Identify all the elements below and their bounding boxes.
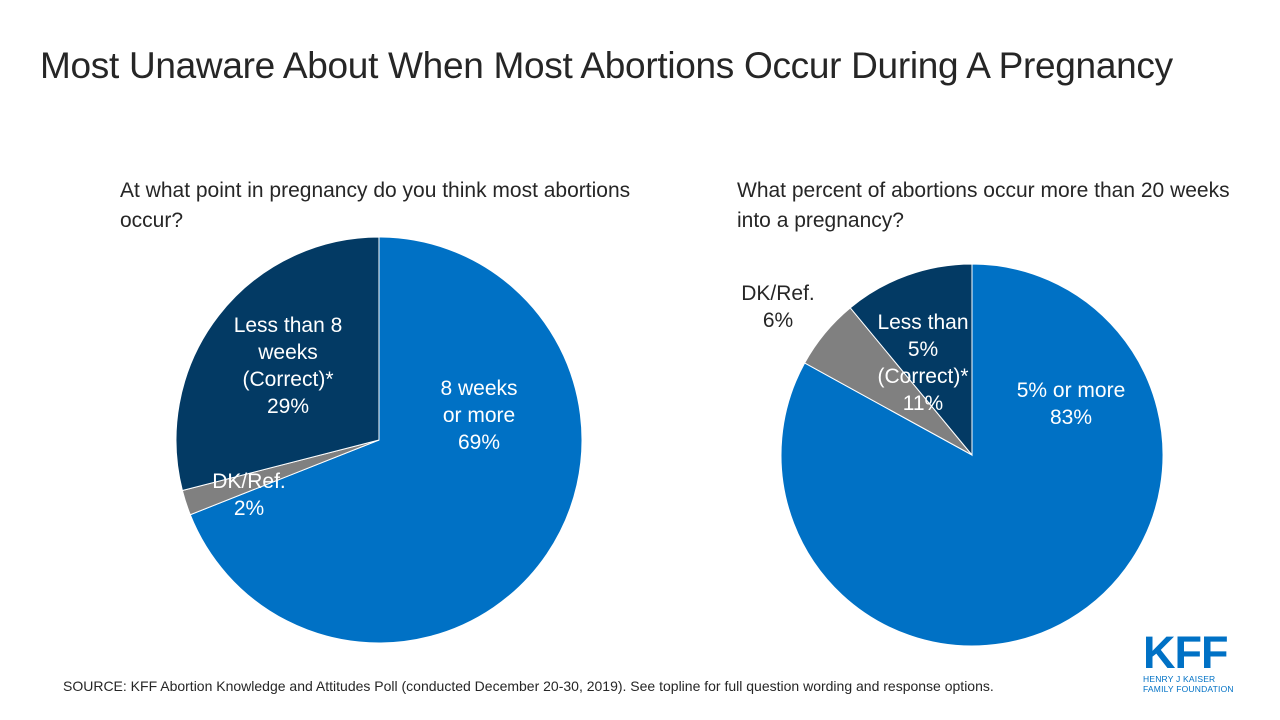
page-title: Most Unaware About When Most Abortions O… [40,45,1173,86]
pie1-label-less-than-8-weeks-correct: Less than 8 weeks (Correct)* 29% [234,314,343,418]
pie2-label-dk-ref: DK/Ref. 6% [741,282,815,332]
chart-left-question: At what point in pregnancy do you think … [120,179,631,232]
chart-right-question: What percent of abortions occur more tha… [737,179,1230,232]
logo-word: KFF [1143,627,1228,678]
pie2-label-5-or-more: 5% or more 83% [1017,379,1126,429]
pie1-slice-8-weeks-or-more [189,236,583,644]
source-note: SOURCE: KFF Abortion Knowledge and Attit… [63,678,994,694]
pie1-label-8-weeks-or-more: 8 weeks or more 69% [440,377,517,454]
pie1-label-dk-ref: DK/Ref. 2% [212,470,286,520]
logo-line-2: FAMILY FOUNDATION [1143,684,1234,694]
logo-line-1: HENRY J KAISER [1143,674,1216,684]
pie2-slice-less-than-5-correct [849,263,973,457]
kff-logo: KFF HENRY J KAISER FAMILY FOUNDATION [1143,627,1243,694]
pie1-slice-less-than-8-weeks-correct [175,236,380,492]
pie2-label-less-than-5-correct: Less than 5% (Correct)* 11% [877,311,968,415]
